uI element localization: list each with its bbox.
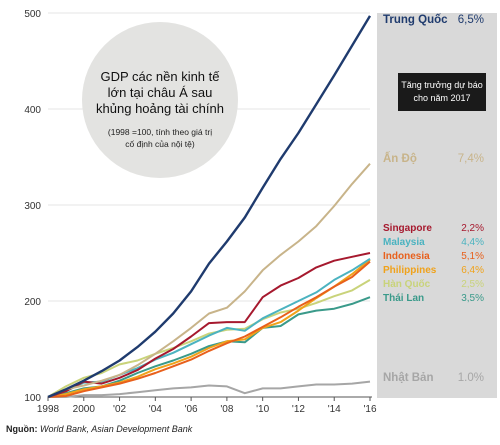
y-tick-label: 400 [24, 105, 41, 116]
series-growth: 5,1% [461, 251, 484, 262]
x-tick-label: '16 [363, 404, 376, 415]
x-tick-label: 2000 [73, 404, 96, 415]
x-tick-label: '02 [113, 404, 126, 415]
series-growth: 6,5% [458, 14, 484, 26]
chart-title-line: GDP các nền kinh tế [101, 69, 221, 84]
source-note: Nguồn: World Bank, Asian Development Ban… [6, 424, 192, 434]
series-label: Philippines [383, 265, 437, 276]
x-tick-label: '06 [185, 404, 198, 415]
series-label: Nhật Bản [383, 372, 433, 384]
x-tick-label: '14 [328, 404, 341, 415]
x-tick-label: '12 [292, 404, 305, 415]
forecast-label-line: cho năm 2017 [413, 93, 470, 103]
forecast-column [377, 13, 497, 398]
series-growth: 6,4% [461, 265, 484, 276]
series-growth: 1.0% [458, 372, 484, 384]
x-tick-label: '08 [220, 404, 233, 415]
y-tick-label: 300 [24, 201, 41, 212]
x-tick-label: 1998 [37, 404, 60, 415]
source-text: World Bank, Asian Development Bank [40, 424, 193, 434]
forecast-label-box [398, 73, 486, 111]
series-label: Trung Quốc [383, 14, 448, 26]
series-label: Hàn Quốc [383, 278, 431, 290]
series-label: Singapore [383, 223, 432, 234]
series-growth: 2,5% [461, 279, 484, 290]
series-growth: 4,4% [461, 237, 484, 248]
x-tick-label: '04 [149, 404, 162, 415]
y-tick-label: 500 [24, 9, 41, 20]
chart-title-line: khủng hoảng tài chính [96, 101, 224, 116]
series-label: Indonesia [383, 251, 430, 262]
series-growth: 3,5% [461, 293, 484, 304]
series-growth: 2,2% [461, 223, 484, 234]
series-line [47, 15, 372, 399]
source-label: Nguồn: [6, 424, 38, 434]
chart-title-line: lớn tại châu Á sau [108, 85, 213, 100]
y-tick-label: 200 [24, 297, 41, 308]
y-tick-label: 100 [24, 393, 41, 404]
chart-subtitle-line: (1998 =100, tính theo giá trị [108, 127, 212, 137]
forecast-label-line: Tăng trưởng dự báo [401, 80, 483, 90]
series-label: Thái Lan [383, 293, 424, 304]
series-label: Malaysia [383, 237, 425, 248]
series-line [47, 252, 371, 398]
series-label: Ấn Độ [383, 152, 417, 165]
x-tick-label: '10 [256, 404, 269, 415]
series-line [47, 260, 371, 398]
series-growth: 7,4% [458, 153, 484, 165]
chart-svg: Tăng trưởng dự báo cho năm 2017 100 200 300 4… [24, 9, 497, 415]
series-line [47, 163, 371, 398]
title-circle [82, 22, 238, 178]
series-line [47, 258, 371, 398]
series-line [48, 380, 371, 398]
series-line [47, 279, 371, 398]
series-line [47, 257, 371, 398]
chart-subtitle-line: cố định của nội tệ) [125, 139, 195, 149]
